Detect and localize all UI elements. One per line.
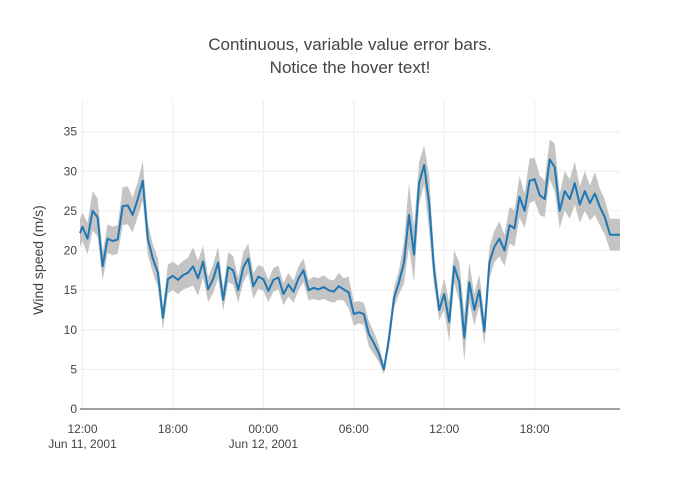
grid-lines [80,100,620,409]
chart-title-line-2: Notice the hover text! [269,58,431,77]
error-band [80,139,620,375]
y-tick-label: 10 [64,323,78,337]
y-tick-label: 5 [70,362,77,376]
x-tick-label: 12:00 [429,422,459,436]
y-tick-label: 25 [64,204,78,218]
error-band-layer [80,139,620,375]
series-line-layer [79,158,620,371]
y-tick-label: 30 [64,164,78,178]
x-tick-sublabel: Jun 12, 2001 [229,437,299,451]
y-tick-label: 15 [64,283,78,297]
y-tick-label: 20 [64,244,78,258]
x-tick-sublabel: Jun 11, 2001 [48,437,117,451]
series-line [79,158,620,371]
x-tick-label: 18:00 [520,422,550,436]
y-tick-label: 0 [70,402,77,416]
y-tick-label: 35 [64,125,78,139]
chart-title-line-1: Continuous, variable value error bars. [208,35,492,54]
x-tick-label: 00:00 [248,422,278,436]
x-tick-label: 06:00 [339,422,369,436]
x-tick-label: 18:00 [158,422,188,436]
x-tick-label: 12:00 [67,422,97,436]
chart-title: Continuous, variable value error bars. N… [0,33,700,79]
